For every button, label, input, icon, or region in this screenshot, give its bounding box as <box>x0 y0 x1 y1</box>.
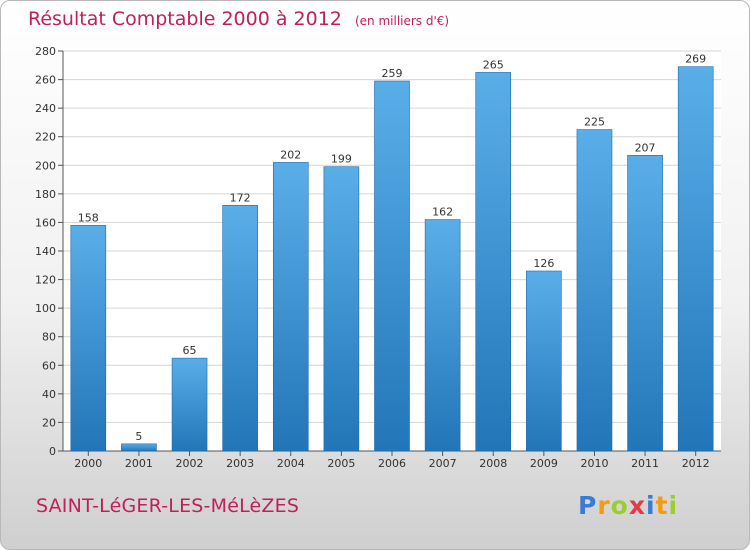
logo-letter: o <box>610 491 629 520</box>
y-tick-label: 100 <box>35 302 56 315</box>
logo-letter: t <box>655 491 669 520</box>
y-tick-label: 200 <box>35 159 56 172</box>
bar-value-label: 162 <box>432 206 453 219</box>
bar-value-label: 207 <box>635 141 656 154</box>
bar-2011 <box>627 154 663 452</box>
bar-2002 <box>171 357 208 452</box>
x-tick-label: 2008 <box>479 457 507 470</box>
x-tick-label: 2011 <box>631 457 659 470</box>
y-tick-label: 160 <box>35 216 56 229</box>
y-tick-label: 0 <box>49 445 56 458</box>
bar-value-label: 126 <box>533 257 554 270</box>
logo-letter: i <box>646 491 656 520</box>
x-tick-label: 2007 <box>429 457 457 470</box>
bar-value-label: 65 <box>183 344 197 357</box>
x-tick-label: 2006 <box>378 457 406 470</box>
x-tick-label: 2005 <box>327 457 355 470</box>
x-tick-label: 2000 <box>74 457 102 470</box>
x-tick-label: 2003 <box>226 457 254 470</box>
y-tick-label: 220 <box>35 131 56 144</box>
bar-value-label: 265 <box>483 58 504 71</box>
bar-2005 <box>323 166 360 452</box>
logo-letter: i <box>668 491 679 520</box>
bar-value-label: 172 <box>230 191 251 204</box>
bar-2012 <box>677 66 714 452</box>
x-tick-label: 2012 <box>682 457 710 470</box>
y-tick-label: 120 <box>35 274 56 287</box>
bar-2001 <box>121 443 157 452</box>
bar-2003 <box>222 204 258 452</box>
y-tick-label: 80 <box>42 331 56 344</box>
bar-2000 <box>70 224 107 452</box>
x-tick-label: 2001 <box>125 457 153 470</box>
y-tick-label: 280 <box>35 45 56 58</box>
chart-subtitle: (en milliers d'€) <box>354 14 450 28</box>
proxiti-logo: Proxiti <box>578 491 678 520</box>
bar-value-label: 259 <box>382 67 403 80</box>
y-tick-label: 40 <box>42 388 56 401</box>
bar-value-label: 225 <box>584 116 605 129</box>
chart-title: Résultat Comptable 2000 à 2012 <box>28 8 342 30</box>
bar-value-label: 158 <box>78 211 99 224</box>
bar-value-label: 269 <box>685 53 706 66</box>
x-tick-label: 2010 <box>580 457 608 470</box>
y-tick-label: 60 <box>42 359 56 372</box>
bar-2009 <box>526 270 562 452</box>
y-tick-label: 140 <box>35 245 56 258</box>
bar-2010 <box>576 129 613 452</box>
bar-value-label: 199 <box>331 153 352 166</box>
x-tick-label: 2009 <box>530 457 558 470</box>
bar-value-label: 202 <box>280 148 301 161</box>
y-tick-label: 240 <box>35 102 56 115</box>
x-tick-label: 2002 <box>176 457 204 470</box>
bar-value-label: 5 <box>135 430 142 443</box>
bar-2008 <box>475 72 512 452</box>
logo-letter: r <box>597 491 611 520</box>
bar-2004 <box>272 162 309 452</box>
chart-title-block: Résultat Comptable 2000 à 2012 (en milli… <box>28 8 449 30</box>
x-tick-label: 2004 <box>277 457 305 470</box>
y-tick-label: 20 <box>42 416 56 429</box>
bar-2007 <box>424 219 461 452</box>
logo-letter: x <box>628 491 646 520</box>
city-name: SAINT-LéGER-LES-MéLèZES <box>36 495 300 517</box>
logo-letter: P <box>578 491 598 520</box>
y-tick-label: 260 <box>35 74 56 87</box>
y-tick-label: 180 <box>35 188 56 201</box>
bar-2006 <box>374 80 410 452</box>
